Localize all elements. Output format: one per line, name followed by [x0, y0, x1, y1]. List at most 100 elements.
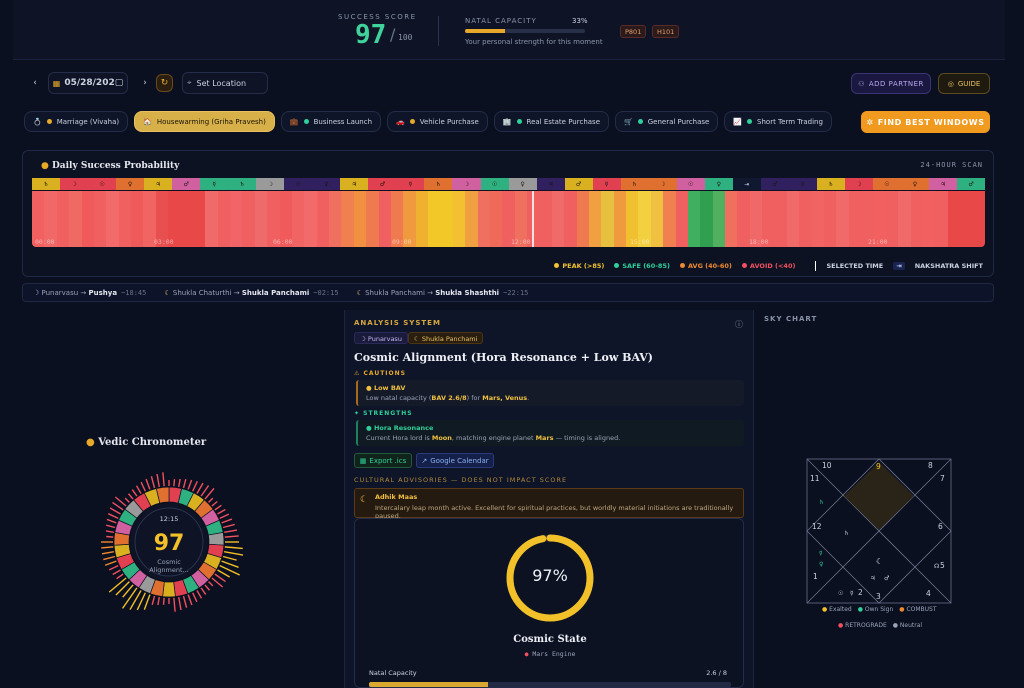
google-calendar-button[interactable]: ↗ Google Calendar [416, 453, 494, 468]
sky-chart-diagram[interactable]: 10 9 8 11 7 12 6 1 3 5 2 4 ♄ ♄ ☾ ☿ ♀ ☉ ☿ ♃ ♂ ☊ [806, 458, 952, 604]
hour-cell[interactable] [972, 191, 985, 247]
hour-cell[interactable] [663, 191, 676, 247]
hour-cell[interactable] [267, 191, 280, 247]
hour-cell[interactable] [687, 191, 701, 247]
hour-cell[interactable] [824, 191, 837, 247]
hour-cell[interactable] [44, 191, 57, 247]
hour-cell[interactable] [254, 191, 268, 247]
reset-date-button[interactable]: ↻ [156, 74, 173, 92]
hour-cell[interactable] [601, 191, 614, 247]
hour-cell[interactable] [316, 191, 329, 247]
hour-cell[interactable] [131, 191, 144, 247]
hour-cell[interactable] [168, 191, 181, 247]
hour-cell[interactable] [465, 191, 478, 247]
hour-cell[interactable] [588, 191, 602, 247]
activity-tabs: 💍 Marriage (Vivaha) 🏠 Housewarming (Griha P… [24, 111, 834, 133]
hour-cell[interactable] [923, 191, 936, 247]
hour-cell[interactable] [341, 191, 354, 247]
hour-cell[interactable] [749, 191, 763, 247]
info-icon[interactable]: ⓘ [735, 320, 743, 329]
hour-cell[interactable] [848, 191, 862, 247]
activity-tab[interactable]: 💼 Business Launch [280, 111, 382, 132]
hour-cell[interactable] [502, 191, 515, 247]
hour-cell[interactable] [885, 191, 899, 247]
hour-cell[interactable] [81, 191, 94, 247]
hour-cell[interactable] [378, 191, 391, 247]
hour-cell[interactable] [514, 191, 527, 247]
hour-cell[interactable] [613, 191, 626, 247]
hour-cell[interactable] [836, 191, 849, 247]
hour-cell[interactable] [626, 191, 639, 247]
activity-tab[interactable]: 💍 Marriage (Vivaha) [24, 111, 129, 132]
hour-cell[interactable] [576, 191, 589, 247]
hour-cell[interactable] [712, 191, 725, 247]
guide-button[interactable]: ◎ GUIDE [938, 73, 990, 94]
hour-cell[interactable] [403, 191, 416, 247]
hour-cell[interactable] [700, 191, 713, 247]
hour-cell[interactable] [304, 191, 317, 247]
prev-day-button[interactable]: ‹ [27, 72, 43, 94]
hour-cell[interactable] [143, 191, 156, 247]
hour-cell[interactable] [452, 191, 466, 247]
hour-cell[interactable] [551, 191, 565, 247]
hour-cell[interactable] [762, 191, 775, 247]
activity-tab[interactable]: 🏠 Housewarming (Griha Pravesh) [134, 111, 275, 132]
set-location-button[interactable]: ⌖ Set Location [182, 72, 268, 94]
hour-cell[interactable] [861, 191, 874, 247]
hour-cell[interactable] [291, 191, 305, 247]
hour-cell[interactable] [353, 191, 367, 247]
hour-cell[interactable] [947, 191, 961, 247]
hour-cell[interactable] [539, 191, 552, 247]
hour-cell[interactable] [106, 191, 119, 247]
hour-cell[interactable] [415, 191, 428, 247]
export-ics-button[interactable]: ▦ Export .ics [354, 453, 412, 468]
next-day-button[interactable]: › [137, 72, 153, 94]
hour-cell[interactable] [898, 191, 911, 247]
activity-tab[interactable]: 🏢 Real Estate Purchase [493, 111, 609, 132]
hour-cell[interactable] [192, 191, 206, 247]
hour-cell[interactable] [366, 191, 379, 247]
hour-cell[interactable] [638, 191, 651, 247]
add-partner-button[interactable]: ⚇ ADD PARTNER [851, 73, 931, 94]
hour-cell[interactable] [118, 191, 131, 247]
hour-cell[interactable] [650, 191, 664, 247]
hour-cell[interactable] [440, 191, 453, 247]
hour-cell[interactable] [960, 191, 973, 247]
activity-tab[interactable]: 📈 Short Term Trading [724, 111, 832, 132]
hour-cell[interactable] [390, 191, 404, 247]
find-best-windows-button[interactable]: ✲ FIND BEST WINDOWS [861, 111, 990, 133]
hour-cell[interactable] [428, 191, 441, 247]
hour-cell[interactable] [811, 191, 824, 247]
hour-cell[interactable] [242, 191, 255, 247]
hour-cell[interactable] [774, 191, 787, 247]
date-input[interactable]: ▦ 05/28/202▢ [48, 72, 128, 94]
hour-cell[interactable] [737, 191, 750, 247]
sky-legend-item: ● Own Sign [858, 606, 894, 613]
probability-heatmap[interactable] [32, 191, 985, 247]
hour-cell[interactable] [799, 191, 812, 247]
hour-cell[interactable] [32, 191, 45, 247]
hour-cell[interactable] [230, 191, 243, 247]
time-tick: 21:00 [868, 238, 888, 246]
hour-cell[interactable] [180, 191, 193, 247]
hour-cell[interactable] [56, 191, 70, 247]
hour-cell[interactable] [935, 191, 948, 247]
hour-cell[interactable] [205, 191, 218, 247]
hour-cell[interactable] [69, 191, 82, 247]
hour-cell[interactable] [489, 191, 503, 247]
hour-cell[interactable] [329, 191, 342, 247]
vedic-chronometer-dial[interactable]: 12:15 97 CosmicAlignment... [95, 468, 243, 616]
hour-cell[interactable] [279, 191, 292, 247]
hour-cell[interactable] [564, 191, 577, 247]
hour-cell[interactable] [725, 191, 738, 247]
hour-cell[interactable] [217, 191, 230, 247]
hour-cell[interactable] [786, 191, 800, 247]
hour-cell[interactable] [155, 191, 169, 247]
hour-cell[interactable] [675, 191, 688, 247]
hour-cell[interactable] [477, 191, 490, 247]
hour-cell[interactable] [93, 191, 107, 247]
hour-cell[interactable] [873, 191, 886, 247]
activity-tab[interactable]: 🛒 General Purchase [615, 111, 719, 132]
hour-cell[interactable] [910, 191, 923, 247]
activity-tab[interactable]: 🚗 Vehicle Purchase [387, 111, 488, 132]
